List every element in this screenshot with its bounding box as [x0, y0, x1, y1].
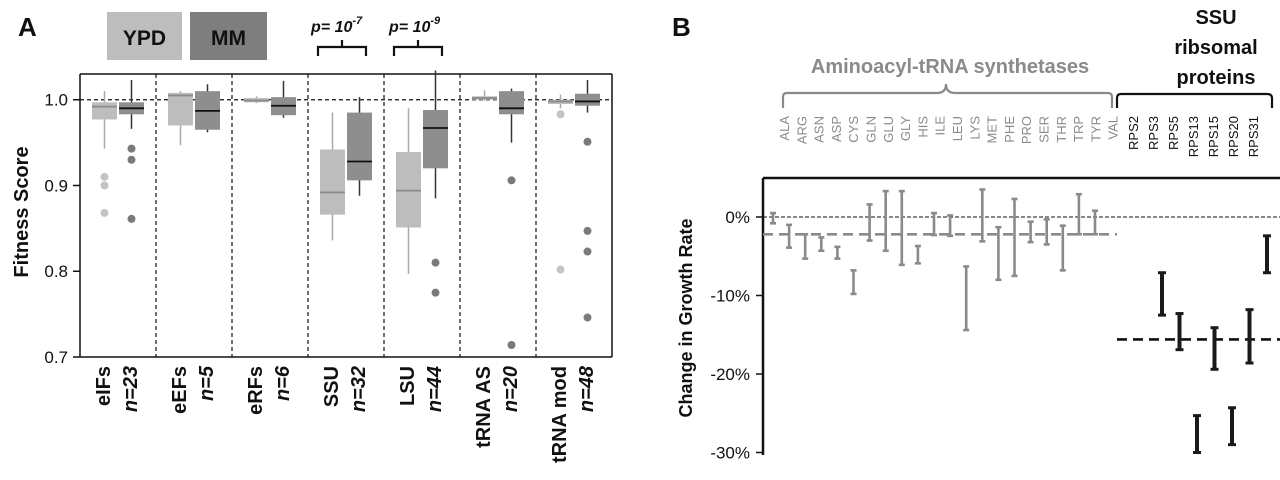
pvalue-lsu: p= 10-9: [388, 15, 441, 36]
box-outlier: [127, 155, 136, 164]
legend-mm-swatch: [190, 12, 267, 60]
aa-label: ASP: [829, 116, 844, 142]
box-outlier: [100, 181, 109, 190]
panel-b-ytick-label: 0%: [725, 208, 750, 227]
rps-label: RPS15: [1206, 116, 1221, 157]
aa-label: ALA: [777, 116, 792, 141]
box-outlier: [431, 258, 440, 267]
box-outlier: [100, 172, 109, 181]
pvalue-ssu: p= 10-7: [310, 15, 363, 36]
aa-label: THR: [1054, 116, 1069, 143]
box-ypd: [320, 149, 345, 215]
category-label: tRNA mod: [549, 366, 571, 463]
box-outlier: [127, 144, 136, 153]
category-label: SSU: [321, 366, 343, 407]
pvalue-lsu-bracket: [392, 40, 444, 56]
box-outlier: [556, 265, 565, 274]
category-n: n=5: [196, 365, 218, 401]
legend-mm-label: MM: [211, 27, 246, 50]
aa-label: PHE: [1002, 116, 1017, 143]
box-outlier: [507, 176, 516, 185]
category-label: eIFs: [93, 366, 115, 406]
rps-label: RPS2: [1126, 116, 1141, 150]
aa-label: ARG: [794, 116, 809, 144]
aa-label: HIS: [915, 116, 930, 138]
aa-label: GLY: [898, 116, 913, 141]
panel-a-ytick-label: 1.0: [44, 91, 68, 110]
box-mm: [575, 93, 600, 106]
panel-b-ytick-label: -30%: [710, 444, 750, 463]
panel-b-ytick-label: -10%: [710, 287, 750, 306]
aa-label: CYS: [846, 116, 861, 143]
category-n: n=44: [424, 366, 446, 412]
box-outlier: [583, 226, 592, 235]
category-label: eEFs: [169, 366, 191, 414]
box-ypd: [168, 92, 193, 126]
aa-label: GLU: [881, 116, 896, 143]
legend-ypd-label: YPD: [123, 27, 166, 50]
aa-label: LYS: [967, 116, 982, 140]
pvalue-ssu-bracket: [316, 40, 368, 56]
category-n: n=6: [272, 365, 294, 401]
group-bracket-aa: [781, 83, 1114, 108]
category-label: eRFs: [245, 366, 267, 415]
box-ypd: [92, 102, 117, 120]
aa-label: PRO: [1019, 116, 1034, 144]
aa-label: VAL: [1106, 116, 1121, 140]
group-label-ssu-3: proteins: [1177, 67, 1256, 89]
rps-label: RPS20: [1226, 116, 1241, 157]
panel-a-ytick-label: 0.8: [44, 262, 68, 281]
aa-label: MET: [985, 116, 1000, 144]
rps-label: RPS3: [1146, 116, 1161, 150]
group-bracket-ssu: [1115, 92, 1274, 108]
aa-label: ASN: [812, 116, 827, 143]
category-n: n=32: [348, 366, 370, 412]
aa-label: SER: [1037, 116, 1052, 143]
box-mm: [423, 110, 448, 169]
aa-label: GLN: [864, 116, 879, 143]
box-outlier: [100, 208, 109, 217]
box-mm: [499, 91, 524, 115]
box-outlier: [583, 247, 592, 256]
aa-label: TYR: [1088, 116, 1103, 142]
rps-label: RPS5: [1166, 116, 1181, 150]
panel-a-ytick-label: 0.9: [44, 176, 68, 195]
panel-b-ytick-label: -20%: [710, 365, 750, 384]
rps-label: RPS31: [1246, 116, 1261, 157]
box-outlier: [507, 340, 516, 349]
aa-label: ILE: [933, 116, 948, 136]
legend-ypd-swatch: [107, 12, 182, 60]
panel-b-label: B: [672, 12, 691, 42]
box-outlier: [583, 313, 592, 322]
box-outlier: [556, 110, 565, 119]
box-outlier: [127, 214, 136, 223]
group-label-ssu-1: SSU: [1195, 7, 1236, 29]
aa-label: LEU: [950, 116, 965, 141]
category-n: n=23: [120, 366, 142, 412]
category-label: LSU: [397, 366, 419, 406]
panel-a-label: A: [18, 12, 37, 42]
aa-label: TRP: [1071, 116, 1086, 142]
box-outlier: [583, 137, 592, 146]
panel-b-ylabel: Change in Growth Rate: [676, 218, 696, 417]
category-n: n=48: [576, 365, 598, 412]
panel-a-ylabel: Fitness Score: [11, 146, 33, 277]
box-outlier: [431, 288, 440, 297]
box-mm: [347, 112, 372, 181]
panel-a-ytick-label: 0.7: [44, 348, 68, 367]
category-label: tRNA AS: [473, 366, 495, 448]
group-label-aa: Aminoacyl-tRNA synthetases: [811, 56, 1089, 78]
rps-label: RPS13: [1186, 116, 1201, 157]
category-n: n=20: [500, 366, 522, 412]
group-label-ssu-2: ribsomal: [1174, 37, 1257, 59]
